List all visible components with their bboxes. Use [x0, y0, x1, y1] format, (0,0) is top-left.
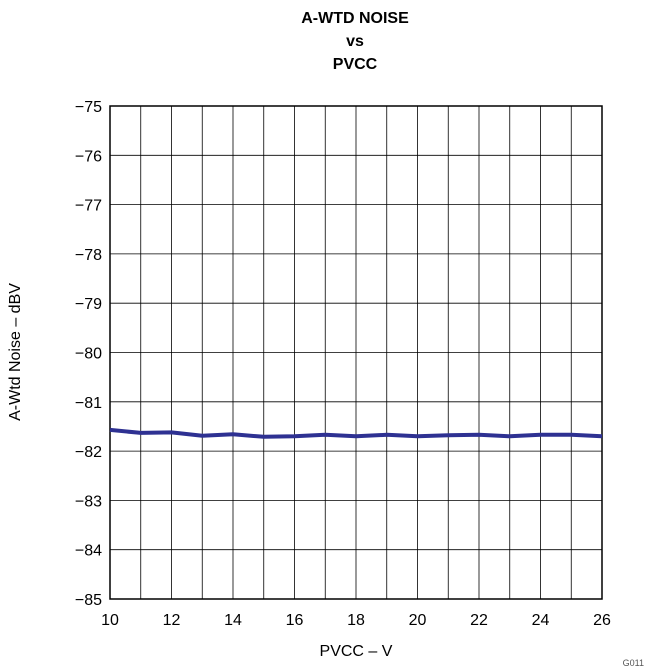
series-line-0 [109, 427, 603, 439]
x-tick-label: 22 [470, 612, 488, 629]
title-line-3: PVCC [333, 56, 378, 73]
x-axis-label: PVCC – V [320, 643, 393, 660]
y-tick-label: −79 [75, 296, 102, 313]
y-tick-label: −78 [75, 247, 102, 264]
grid [109, 105, 603, 600]
x-tick-label: 20 [409, 612, 427, 629]
y-tick-label: −81 [75, 395, 102, 412]
x-tick-label: 26 [593, 612, 611, 629]
x-tick-labels: 10 12 14 16 18 20 22 24 26 [101, 612, 611, 629]
chart-title: A-WTD NOISE vs PVCC [301, 10, 409, 73]
x-tick-label: 14 [224, 612, 242, 629]
title-line-1: A-WTD NOISE [301, 10, 409, 27]
figure-id-mark: G011 [623, 658, 644, 667]
y-tick-label: −75 [75, 99, 102, 116]
x-tick-label: 12 [163, 612, 181, 629]
y-tick-label: −77 [75, 198, 102, 215]
x-tick-label: 10 [101, 612, 119, 629]
y-tick-label: −82 [75, 444, 102, 461]
y-tick-labels: −75 −76 −77 −78 −79 −80 −81 −82 −83 −84 −85 [75, 99, 102, 609]
plot-frame [109, 105, 603, 600]
y-tick-label: −80 [75, 346, 102, 363]
series-group [109, 427, 603, 439]
y-tick-label: −76 [75, 148, 102, 165]
y-tick-label: −85 [75, 592, 102, 609]
y-axis-label: A-Wtd Noise – dBV [7, 283, 24, 421]
x-tick-label: 16 [286, 612, 304, 629]
y-tick-label: −83 [75, 493, 102, 510]
x-tick-label: 24 [532, 612, 550, 629]
y-tick-label: −84 [75, 543, 102, 560]
x-tick-label: 18 [347, 612, 365, 629]
title-line-2: vs [346, 33, 364, 50]
